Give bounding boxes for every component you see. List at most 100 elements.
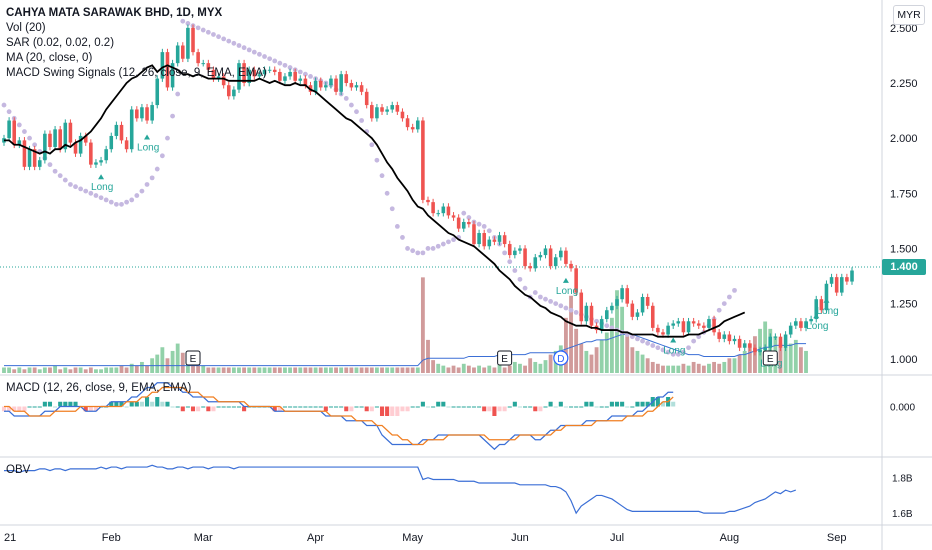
- sar-dot: [384, 190, 390, 196]
- macd-histogram-bar: [604, 406, 609, 408]
- macd-histogram-bar: [339, 406, 344, 408]
- sar-dot: [670, 351, 676, 357]
- sar-dot: [430, 246, 436, 251]
- sar-dot: [435, 243, 441, 249]
- candle-body: [625, 288, 630, 304]
- sar-dot: [205, 29, 211, 35]
- volume-bar: [58, 369, 63, 373]
- sar-dot: [257, 51, 262, 57]
- volume-bar: [359, 367, 364, 373]
- volume-bar: [12, 369, 17, 373]
- volume-bar: [104, 367, 109, 373]
- candle-body: [640, 296, 645, 313]
- candle-body: [574, 268, 578, 293]
- candle-body: [119, 124, 124, 141]
- volume-bar: [461, 363, 466, 373]
- volume-bar: [405, 367, 410, 373]
- macd-histogram-bar: [334, 406, 339, 408]
- macd-histogram-bar: [523, 406, 528, 408]
- sar-dot: [22, 129, 27, 134]
- candle-body: [415, 120, 420, 130]
- sar-dot: [6, 109, 12, 115]
- macd-histogram-bar: [201, 406, 206, 408]
- candle-body: [605, 310, 609, 320]
- volume-bar: [666, 365, 671, 373]
- candle-body: [753, 347, 757, 353]
- volume-bar: [99, 369, 103, 373]
- sar-dot: [548, 299, 554, 304]
- macd-histogram-bar: [124, 406, 129, 408]
- obv-legend[interactable]: OBV: [6, 464, 31, 476]
- sar-dot: [410, 248, 416, 254]
- candle-body: [523, 248, 527, 267]
- candle-body: [226, 85, 231, 97]
- candle-body: [410, 127, 415, 130]
- macd-histogram-bar: [328, 406, 333, 408]
- sar-dot: [537, 294, 543, 300]
- sar-dot: [68, 182, 73, 187]
- volume-bar: [492, 367, 497, 373]
- macd-histogram-bar: [558, 401, 563, 407]
- macd-histogram-bar: [528, 406, 533, 408]
- candle-body: [2, 138, 6, 143]
- volume-bar: [671, 365, 676, 373]
- sar-dot: [660, 347, 666, 353]
- candle-body: [610, 305, 614, 311]
- volume-bar: [2, 367, 6, 373]
- macd-legend[interactable]: MACD (12, 26, close, 9, EMA, EMA): [6, 382, 192, 394]
- candle-body: [68, 122, 73, 143]
- macd-histogram-bar: [17, 406, 22, 412]
- sar-dot: [691, 338, 697, 344]
- volume-bar: [512, 361, 517, 373]
- volume-bar: [7, 367, 12, 373]
- macd-histogram-bar: [441, 401, 446, 407]
- macd-histogram-bar: [359, 406, 364, 408]
- macd-histogram-bar: [150, 401, 155, 407]
- volume-bar: [334, 367, 338, 373]
- legend-sar[interactable]: SAR (0.02, 0.02, 0.2): [6, 37, 115, 49]
- volume-bar: [32, 367, 37, 373]
- sar-dot: [185, 21, 191, 26]
- time-axis-tick: Jul: [610, 532, 624, 544]
- macd-histogram-bar: [139, 401, 144, 407]
- candle-body: [543, 248, 548, 256]
- macd-histogram-bar: [640, 401, 645, 407]
- sar-dot: [287, 65, 293, 70]
- currency-button[interactable]: MYR: [893, 5, 925, 25]
- legend-volume[interactable]: Vol (20): [6, 22, 46, 34]
- candle-body: [395, 105, 400, 112]
- macd-histogram-bar: [568, 406, 574, 408]
- sar-dot: [73, 184, 78, 190]
- macd-histogram-bar: [635, 401, 640, 407]
- volume-bar: [400, 367, 405, 373]
- candle-body: [748, 343, 752, 348]
- candle-body: [696, 323, 701, 326]
- macd-histogram-bar: [42, 401, 47, 407]
- volume-bar: [180, 352, 185, 373]
- candle-body: [32, 149, 37, 167]
- candle-body: [324, 85, 328, 88]
- volume-bar: [22, 369, 27, 373]
- legend-ma[interactable]: MA (20, close, 0): [6, 52, 93, 64]
- macd-histogram-bar: [344, 406, 349, 412]
- time-axis: 21 Feb Mar Apr May Jun Jul Aug Sep: [4, 532, 846, 544]
- macd-histogram-bar: [221, 406, 226, 408]
- macd-histogram-bar: [119, 401, 124, 407]
- candle-body: [27, 149, 32, 167]
- volume-bar: [277, 367, 282, 373]
- macd-histogram-bar: [354, 406, 359, 408]
- candle-body: [451, 215, 456, 218]
- candle-body: [804, 321, 808, 328]
- candle-body: [829, 277, 834, 284]
- volume-bar: [630, 347, 635, 373]
- legend-macd-swing[interactable]: MACD Swing Signals (12, 26, close, 9, EM…: [6, 67, 267, 79]
- sar-dot: [139, 188, 145, 194]
- macd-histogram-bar: [27, 406, 32, 408]
- sar-dot: [502, 250, 508, 256]
- dividend-marker: [553, 350, 569, 366]
- volume-bar: [298, 367, 303, 373]
- volume-bar: [717, 363, 722, 373]
- earnings-marker: [185, 350, 201, 366]
- sar-dot: [98, 195, 104, 201]
